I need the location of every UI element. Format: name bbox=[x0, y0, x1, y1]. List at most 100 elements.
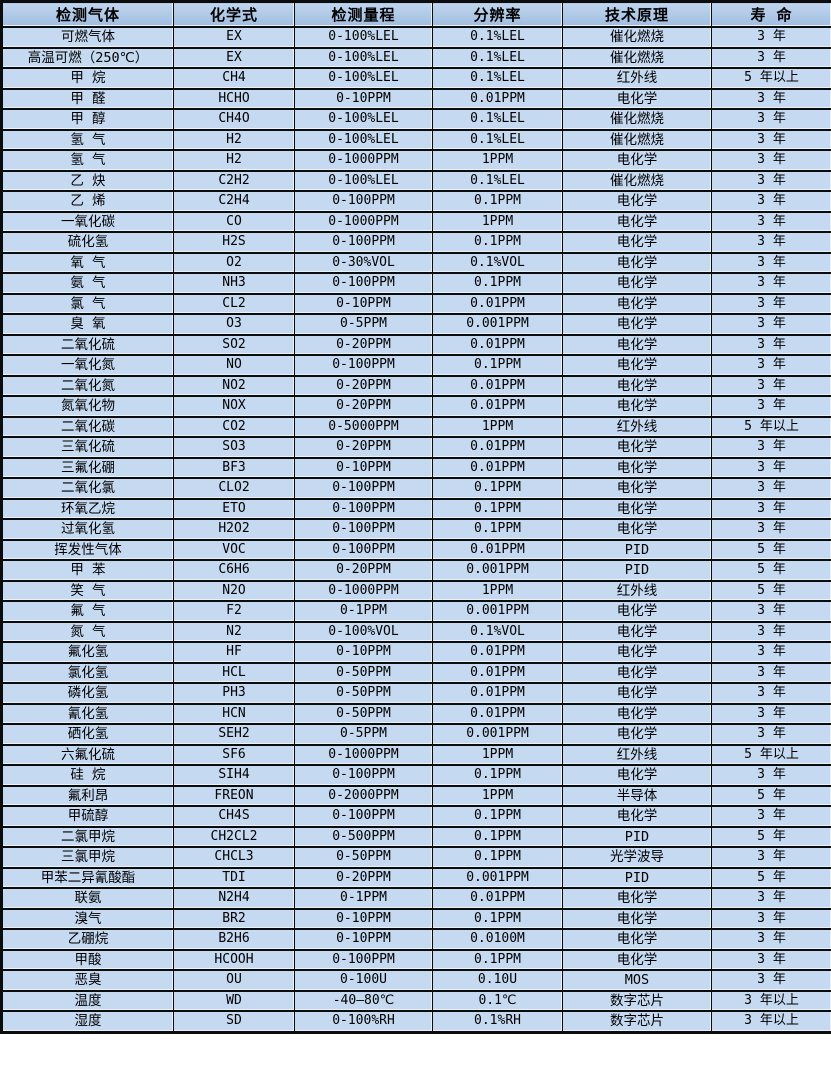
table-cell-tech: 电化学 bbox=[562, 477, 712, 500]
table-row: 硫化氢 H2S 0-100PPM 0.1PPM 电化学 3 年 bbox=[1, 231, 831, 254]
table-body: 可燃气体 EX 0-100%LEL 0.1%LEL 催化燃烧 3 年高温可燃（250℃） E… bbox=[1, 26, 831, 1033]
table-cell-range: 0-100PPM bbox=[294, 805, 433, 828]
table-cell-tech: 电化学 bbox=[562, 723, 712, 746]
table-cell-tech: 电化学 bbox=[562, 334, 712, 356]
table-cell-lifespan: 3 年 bbox=[711, 457, 831, 479]
table-cell-gas-name: 氧 气 bbox=[1, 252, 174, 274]
table-row: 乙 炔 C2H2 0-100%LEL 0.1%LEL 催化燃烧 3 年 bbox=[1, 170, 831, 192]
table-cell-lifespan: 3 年 bbox=[711, 231, 831, 254]
table-cell-gas-name: 湿度 bbox=[1, 1010, 174, 1033]
table-row: 氯化氢 HCL 0-50PPM 0.01PPM 电化学 3 年 bbox=[1, 662, 831, 684]
table-cell-formula: CLO2 bbox=[173, 477, 295, 500]
table-cell-formula: HCHO bbox=[173, 88, 295, 110]
table-cell-gas-name: 硒化氢 bbox=[1, 723, 174, 746]
table-cell-gas-name: 氮 气 bbox=[1, 621, 174, 643]
table-cell-resolution: 0.1PPM bbox=[432, 477, 563, 500]
table-cell-resolution: 0.01PPM bbox=[432, 703, 563, 725]
table-cell-resolution: 0.01PPM bbox=[432, 293, 563, 315]
table-row: 三氧化硫 SO3 0-20PPM 0.01PPM 电化学 3 年 bbox=[1, 436, 831, 459]
table-cell-lifespan: 3 年 bbox=[711, 293, 831, 315]
table-cell-range: 0-1000PPM bbox=[294, 580, 433, 602]
table-row: 氟化氢 HF 0-10PPM 0.01PPM 电化学 3 年 bbox=[1, 641, 831, 664]
table-cell-gas-name: 溴气 bbox=[1, 908, 174, 930]
table-cell-tech: 催化燃烧 bbox=[562, 47, 712, 69]
table-cell-tech: 电化学 bbox=[562, 457, 712, 479]
table-cell-lifespan: 5 年以上 bbox=[711, 67, 831, 90]
table-cell-lifespan: 5 年以上 bbox=[711, 744, 831, 766]
table-cell-range: 0-5000PPM bbox=[294, 416, 433, 438]
table-cell-resolution: 0.1PPM bbox=[432, 846, 563, 869]
table-cell-lifespan: 3 年 bbox=[711, 334, 831, 356]
table-cell-lifespan: 3 年 bbox=[711, 129, 831, 151]
table-cell-gas-name: 恶臭 bbox=[1, 969, 174, 992]
table-cell-formula: SIH4 bbox=[173, 764, 295, 787]
table-cell-resolution: 0.1PPM bbox=[432, 354, 563, 377]
table-cell-lifespan: 3 年 bbox=[711, 518, 831, 541]
table-cell-resolution: 0.1PPM bbox=[432, 826, 563, 848]
table-cell-resolution: 0.1PPM bbox=[432, 908, 563, 930]
table-cell-formula: CO2 bbox=[173, 416, 295, 438]
table-row: 氢 气 H2 0-100%LEL 0.1%LEL 催化燃烧 3 年 bbox=[1, 129, 831, 151]
table-cell-range: 0-100PPM bbox=[294, 354, 433, 377]
table-cell-tech: 电化学 bbox=[562, 231, 712, 254]
table-cell-lifespan: 3 年 bbox=[711, 190, 831, 213]
table-cell-range: 0-100%LEL bbox=[294, 67, 433, 90]
table-cell-gas-name: 环氧乙烷 bbox=[1, 498, 174, 520]
table-cell-resolution: 0.001PPM bbox=[432, 313, 563, 336]
table-cell-gas-name: 氯化氢 bbox=[1, 662, 174, 684]
table-header: 检测气体 化学式 检测量程 分辨率 技术原理 寿 命 bbox=[1, 1, 831, 28]
table-cell-lifespan: 3 年 bbox=[711, 662, 831, 684]
table-cell-tech: 电化学 bbox=[562, 88, 712, 110]
table-cell-lifespan: 3 年 bbox=[711, 477, 831, 500]
table-cell-tech: 红外线 bbox=[562, 744, 712, 766]
table-cell-formula: ETO bbox=[173, 498, 295, 520]
table-cell-gas-name: 六氟化硫 bbox=[1, 744, 174, 766]
table-cell-range: 0-1PPM bbox=[294, 600, 433, 623]
table-cell-resolution: 0.001PPM bbox=[432, 723, 563, 746]
table-cell-range: 0-20PPM bbox=[294, 334, 433, 356]
table-cell-range: 0-100PPM bbox=[294, 477, 433, 500]
table-cell-resolution: 0.01PPM bbox=[432, 436, 563, 459]
table-cell-formula: CH4S bbox=[173, 805, 295, 828]
table-cell-resolution: 0.01PPM bbox=[432, 457, 563, 479]
table-row: 过氧化氢 H2O2 0-100PPM 0.1PPM 电化学 3 年 bbox=[1, 518, 831, 541]
table-cell-tech: PID bbox=[562, 559, 712, 582]
table-row: 湿度 SD 0-100%RH 0.1%RH 数字芯片 3 年以上 bbox=[1, 1010, 831, 1033]
table-cell-tech: 红外线 bbox=[562, 580, 712, 602]
table-cell-tech: 电化学 bbox=[562, 518, 712, 541]
table-cell-formula: WD bbox=[173, 990, 295, 1012]
table-cell-resolution: 0.01PPM bbox=[432, 88, 563, 110]
table-cell-range: 0-100PPM bbox=[294, 764, 433, 787]
table-cell-tech: 电化学 bbox=[562, 621, 712, 643]
table-row: 乙硼烷 B2H6 0-10PPM 0.0100M 电化学 3 年 bbox=[1, 928, 831, 951]
table-cell-lifespan: 5 年以上 bbox=[711, 416, 831, 438]
table-row: 氯 气 CL2 0-10PPM 0.01PPM 电化学 3 年 bbox=[1, 293, 831, 315]
table-cell-tech: 电化学 bbox=[562, 928, 712, 951]
table-cell-gas-name: 乙 烯 bbox=[1, 190, 174, 213]
table-cell-range: -40—80℃ bbox=[294, 990, 433, 1012]
table-cell-tech: 电化学 bbox=[562, 908, 712, 930]
table-cell-tech: 电化学 bbox=[562, 949, 712, 971]
table-cell-tech: 电化学 bbox=[562, 641, 712, 664]
table-cell-resolution: 0.1℃ bbox=[432, 990, 563, 1012]
table-cell-formula: N2O bbox=[173, 580, 295, 602]
table-cell-range: 0-5PPM bbox=[294, 723, 433, 746]
table-row: 甲苯二异氰酸酯 TDI 0-20PPM 0.001PPM PID 5 年 bbox=[1, 867, 831, 889]
table-cell-tech: 数字芯片 bbox=[562, 990, 712, 1012]
table-cell-gas-name: 乙硼烷 bbox=[1, 928, 174, 951]
col-header-formula: 化学式 bbox=[173, 1, 295, 28]
table-cell-resolution: 0.1%LEL bbox=[432, 26, 563, 49]
table-cell-tech: 电化学 bbox=[562, 313, 712, 336]
table-cell-formula: C2H2 bbox=[173, 170, 295, 192]
table-row: 环氧乙烷 ETO 0-100PPM 0.1PPM 电化学 3 年 bbox=[1, 498, 831, 520]
table-cell-formula: H2S bbox=[173, 231, 295, 254]
table-cell-resolution: 0.001PPM bbox=[432, 600, 563, 623]
table-cell-lifespan: 3 年 bbox=[711, 928, 831, 951]
table-cell-formula: EX bbox=[173, 47, 295, 69]
table-cell-gas-name: 甲苯二异氰酸酯 bbox=[1, 867, 174, 889]
table-cell-range: 0-100%LEL bbox=[294, 26, 433, 49]
table-row: 甲 苯 C6H6 0-20PPM 0.001PPM PID 5 年 bbox=[1, 559, 831, 582]
table-row: 磷化氢 PH3 0-50PPM 0.01PPM 电化学 3 年 bbox=[1, 682, 831, 705]
table-cell-formula: SO2 bbox=[173, 334, 295, 356]
table-cell-formula: NO bbox=[173, 354, 295, 377]
